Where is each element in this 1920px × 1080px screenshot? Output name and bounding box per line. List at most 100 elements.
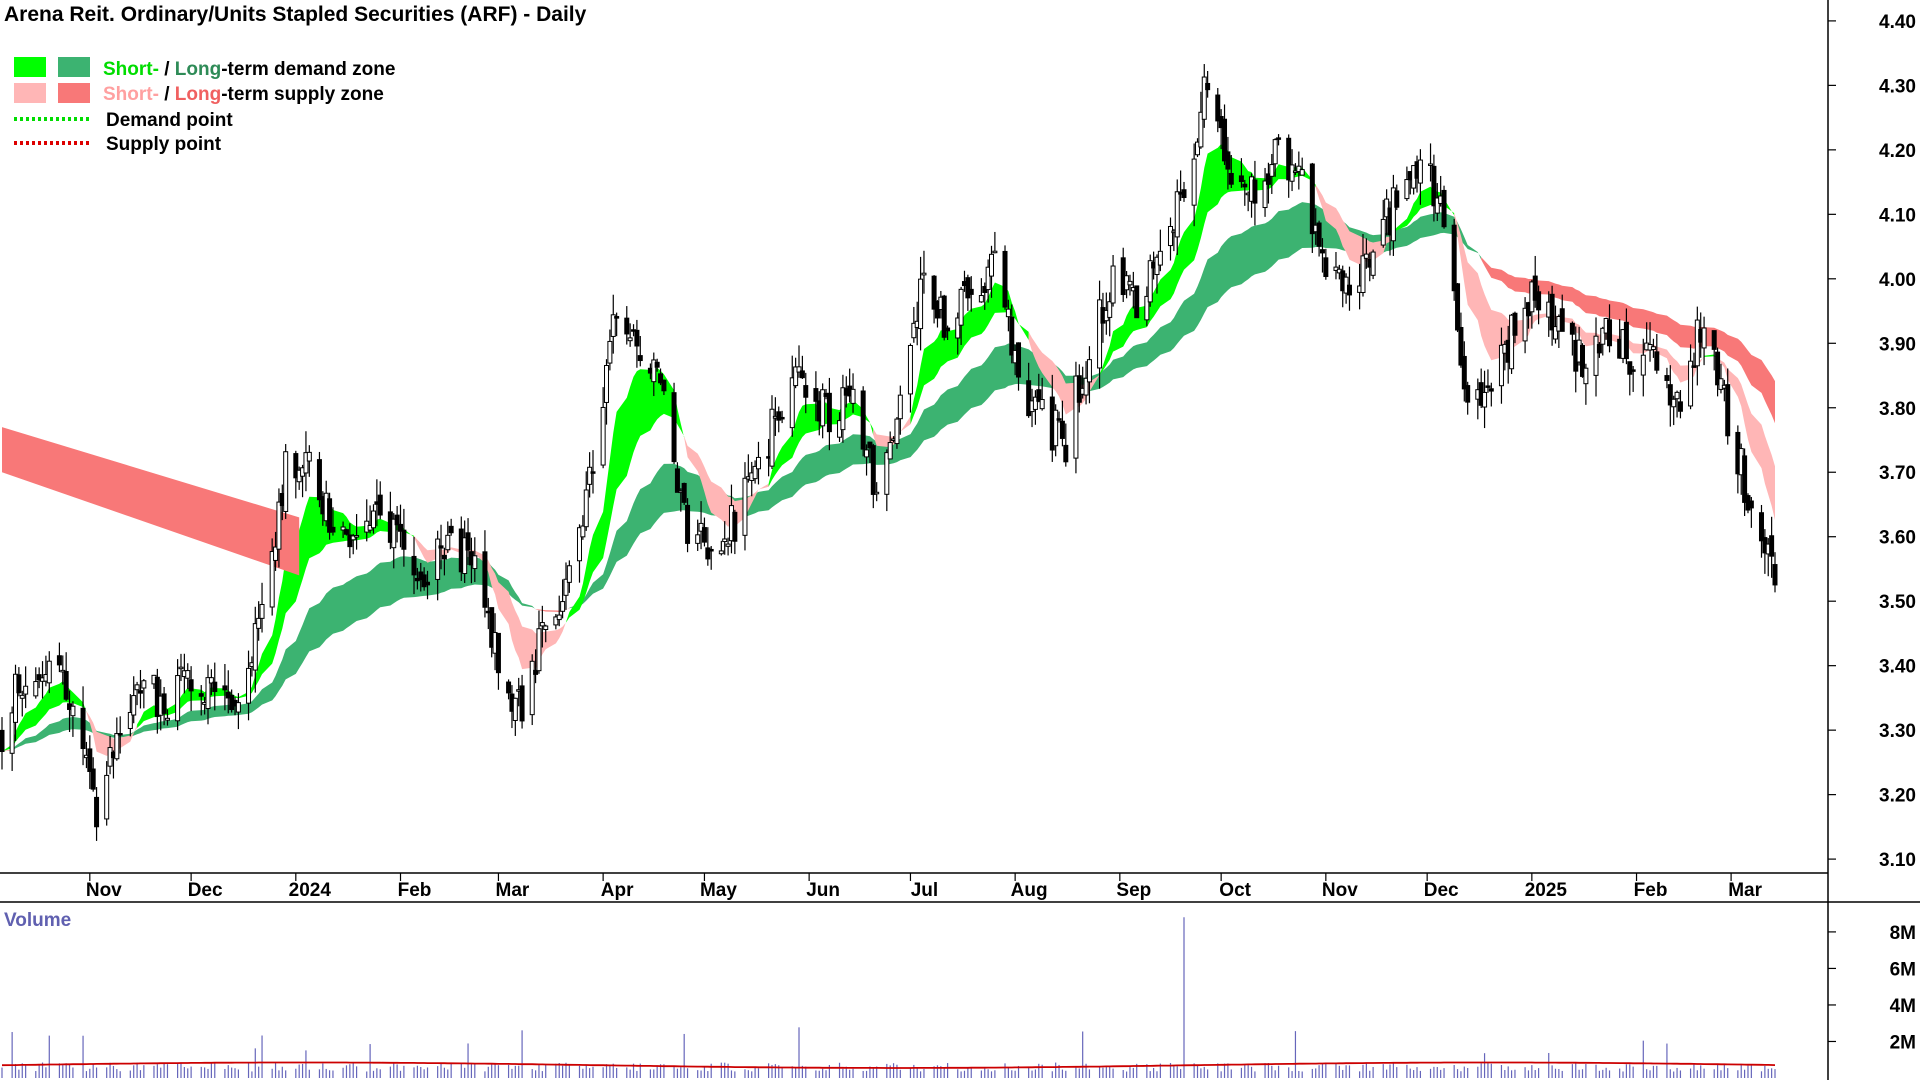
candle-body — [894, 418, 900, 445]
candle — [894, 416, 900, 449]
candle — [543, 624, 549, 643]
candle — [1451, 218, 1457, 301]
short-term-zone — [1315, 184, 1394, 265]
candle — [1174, 179, 1180, 256]
candle-body — [1465, 385, 1471, 403]
candle-body — [303, 452, 309, 474]
candle — [1272, 138, 1278, 177]
candle — [1157, 229, 1163, 272]
legend-supply-short: Short- — [103, 84, 159, 105]
candle-body — [1032, 396, 1038, 410]
candle — [222, 664, 228, 711]
candle-body — [1485, 385, 1491, 388]
candle-body — [543, 625, 549, 631]
legend-demand-rest: -term demand zone — [221, 59, 395, 80]
candle — [813, 371, 819, 422]
candle-body — [519, 685, 525, 722]
candle — [1428, 143, 1434, 182]
candle-body — [293, 453, 299, 479]
candle-body — [1536, 291, 1542, 311]
candle-body — [1225, 151, 1231, 170]
candle — [590, 450, 596, 494]
legend-supply-rest: -term supply zone — [221, 84, 384, 105]
candle-body — [958, 288, 964, 326]
candle-body — [1228, 172, 1234, 185]
x-tick-label: Feb — [1634, 880, 1668, 901]
candle-body — [495, 632, 501, 674]
candle — [820, 383, 826, 439]
candle — [425, 570, 431, 600]
candle — [1370, 249, 1376, 280]
candle-body — [104, 774, 110, 820]
candle-body — [1688, 360, 1694, 407]
candle-body — [695, 534, 701, 544]
candle — [1671, 395, 1677, 426]
candle — [1309, 162, 1315, 253]
candle — [1360, 234, 1366, 297]
candle-body — [826, 392, 832, 433]
candle — [624, 306, 630, 345]
candle-body — [16, 674, 22, 694]
candle — [1404, 166, 1410, 201]
candle-body — [1667, 384, 1673, 406]
candle-body — [161, 693, 167, 714]
candle-body — [343, 529, 349, 535]
candle-body — [1380, 218, 1386, 246]
short-term-zone — [414, 535, 566, 670]
candle — [1417, 149, 1423, 205]
candle-body — [911, 322, 917, 339]
candle — [637, 336, 643, 367]
candle-body — [610, 314, 616, 337]
candle — [1262, 167, 1268, 217]
candle — [462, 520, 468, 583]
candle — [1242, 179, 1248, 206]
candle-body — [755, 456, 761, 470]
candle-body — [23, 685, 29, 695]
candle-body — [269, 551, 275, 608]
candle — [1289, 149, 1295, 192]
candle-body — [1086, 359, 1092, 383]
candle — [273, 531, 279, 571]
candle-body — [968, 288, 974, 295]
candle-body — [600, 406, 606, 466]
candle-body — [985, 266, 991, 291]
candle-body — [448, 525, 454, 534]
short-term-zone — [1454, 213, 1705, 383]
candle-body — [401, 529, 407, 550]
candle-body — [803, 385, 809, 398]
candle-body — [614, 316, 620, 319]
x-tick-label: Nov — [86, 880, 122, 901]
candle — [803, 372, 809, 414]
volume-panel: 8M 6M 4M 2M — [1, 917, 1916, 1078]
candle-body — [327, 498, 333, 533]
x-tick-label: Feb — [398, 880, 432, 901]
candle — [343, 528, 349, 536]
candle — [347, 523, 353, 559]
candle-body — [1167, 225, 1173, 247]
candle-body — [705, 547, 711, 560]
candle-body — [681, 482, 687, 503]
candle-body — [1296, 165, 1302, 173]
candle — [1607, 304, 1613, 353]
candle — [1039, 377, 1045, 411]
candle — [1772, 552, 1778, 593]
candle — [779, 410, 785, 424]
candle-body — [867, 441, 873, 449]
candle — [907, 343, 913, 413]
candle-body — [1363, 253, 1369, 259]
candle — [1694, 306, 1700, 386]
candle — [1195, 138, 1201, 158]
candle-body — [1059, 420, 1065, 439]
y-tick-label: 3.10 — [1879, 850, 1916, 871]
candle — [1009, 304, 1015, 364]
long-term-supply-zone-early — [2, 427, 300, 576]
x-tick-label: Nov — [1322, 880, 1358, 901]
candle — [1299, 157, 1305, 176]
candle — [1167, 217, 1173, 261]
candle-body — [1205, 82, 1211, 91]
candle-body — [1701, 327, 1707, 349]
legend-demand-sep: / — [159, 59, 175, 80]
candle — [391, 513, 397, 569]
candle — [1286, 134, 1292, 198]
candle — [587, 452, 593, 498]
